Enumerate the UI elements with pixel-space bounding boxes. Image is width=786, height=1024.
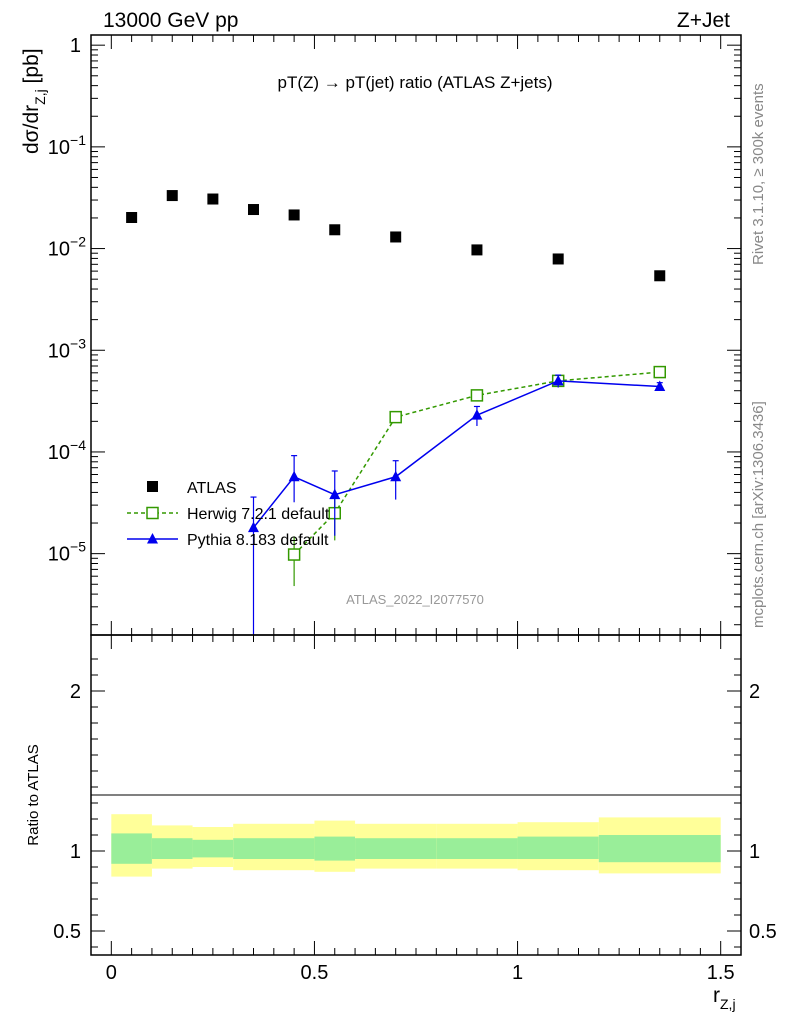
y-tick-label: 1 [70, 35, 81, 57]
y-tick-label: 10−5 [48, 539, 86, 566]
legend-herwig-marker [146, 506, 159, 520]
y-tick-label-base: 10 [48, 442, 70, 464]
atlas-point [126, 212, 138, 224]
ratio-axis-ticks: 0.5 0.5 1 1 2 2 0 0.5 1 1.5 [53, 635, 777, 984]
x-tick-label: 0 [106, 962, 117, 984]
ratio-tick-label-left: 1 [70, 841, 81, 863]
y-tick-label-base: 10 [48, 340, 70, 362]
y-axis-label-unit: [pb] [20, 48, 43, 89]
side-label-rivet: Rivet 3.1.10, ≥ 300k events [750, 83, 767, 265]
ratio-tick-label-left: 0.5 [53, 921, 81, 943]
ratio-band-inner [111, 833, 152, 864]
y-axis-label-sub: Z,j [32, 89, 48, 105]
herwig-point [470, 389, 484, 402]
y-tick-label-exponent: −4 [70, 437, 86, 453]
x-axis-label-main: r [713, 984, 720, 1007]
ratio-plot-frame [90, 634, 742, 956]
pythia-point [654, 380, 666, 392]
y-axis-label: dσ/drZ,j [pb] [20, 48, 48, 154]
atlas-point [207, 193, 219, 205]
legend: ATLAS Herwig 7.2.1 default Pythia 8.183 de… [127, 480, 330, 549]
ratio-band-inner [598, 835, 721, 863]
legend-pythia-marker [147, 533, 158, 544]
legend-label: ATLAS [187, 480, 237, 497]
x-axis-label: rZ,j [713, 984, 736, 1012]
ratio-band-inner [192, 839, 234, 858]
watermark: ATLAS_2022_I2077570 [346, 592, 484, 607]
legend-label: Herwig 7.2.1 default [187, 506, 330, 523]
y-tick-label: 10−3 [48, 335, 86, 362]
herwig-point [389, 410, 402, 424]
y-tick-label-base: 10 [48, 137, 70, 159]
y-tick-label-exponent: −1 [70, 132, 86, 148]
y-tick-label: 10−4 [48, 437, 86, 464]
ratio-band-inner [517, 836, 599, 859]
legend-atlas-marker [147, 481, 158, 492]
side-label-mcplots: mcplots.cern.ch [arXiv:1306.3436] [750, 401, 767, 628]
ratio-band-inner [314, 836, 356, 861]
herwig-point [287, 548, 301, 561]
atlas-point [248, 204, 259, 216]
ratio-tick-label-left: 2 [70, 681, 81, 703]
y-tick-label-exponent: −5 [70, 539, 86, 555]
x-tick-label: 0.5 [301, 962, 329, 984]
ratio-band-inner [233, 838, 315, 859]
header-left: 13000 GeV pp [103, 9, 238, 32]
pythia-point [329, 488, 341, 500]
ratio-tick-label-right: 2 [749, 681, 760, 703]
pythia-point [288, 470, 300, 482]
header-right: Z+Jet [677, 9, 730, 32]
legend-label: Pythia 8.183 default [187, 532, 329, 549]
atlas-point [471, 244, 483, 256]
series-layer [126, 190, 666, 635]
y-tick-label-exponent: −2 [70, 234, 86, 250]
y-tick-label: 10−1 [48, 132, 86, 159]
ratio-bands [111, 814, 721, 877]
pythia-point [552, 374, 564, 386]
y-axis-label-main: dσ/dr [20, 105, 43, 154]
pythia-point [248, 521, 259, 533]
ratio-y-axis-label: Ratio to ATLAS [25, 744, 42, 845]
atlas-point [390, 231, 402, 243]
atlas-point [329, 224, 341, 236]
x-axis-label-sub: Z,j [720, 996, 736, 1012]
y-tick-label-exponent: −3 [70, 335, 86, 351]
ratio-tick-label-right: 0.5 [749, 921, 777, 943]
atlas-point [552, 253, 564, 265]
y-tick-label-base: 10 [48, 239, 70, 261]
chart-title: pT(Z) → pT(jet) ratio (ATLAS Z+jets) [277, 73, 552, 92]
ratio-band-inner [355, 838, 437, 859]
x-tick-label: 1 [512, 962, 523, 984]
atlas-point [288, 209, 300, 221]
ratio-band-inner [436, 838, 518, 859]
herwig-line [293, 371, 660, 556]
ratio-band-inner [151, 838, 193, 859]
herwig-point [653, 365, 666, 379]
main-axis-ticks: 110−110−210−310−410−5 [48, 35, 741, 635]
atlas-point [166, 190, 178, 202]
ratio-tick-label-right: 1 [749, 841, 760, 863]
pythia-point [471, 409, 483, 420]
x-tick-label: 1.5 [707, 962, 735, 984]
pythia-point [390, 470, 402, 482]
y-tick-label-base: 10 [48, 544, 70, 566]
y-tick-label: 10−2 [48, 234, 86, 261]
atlas-point [654, 270, 666, 282]
